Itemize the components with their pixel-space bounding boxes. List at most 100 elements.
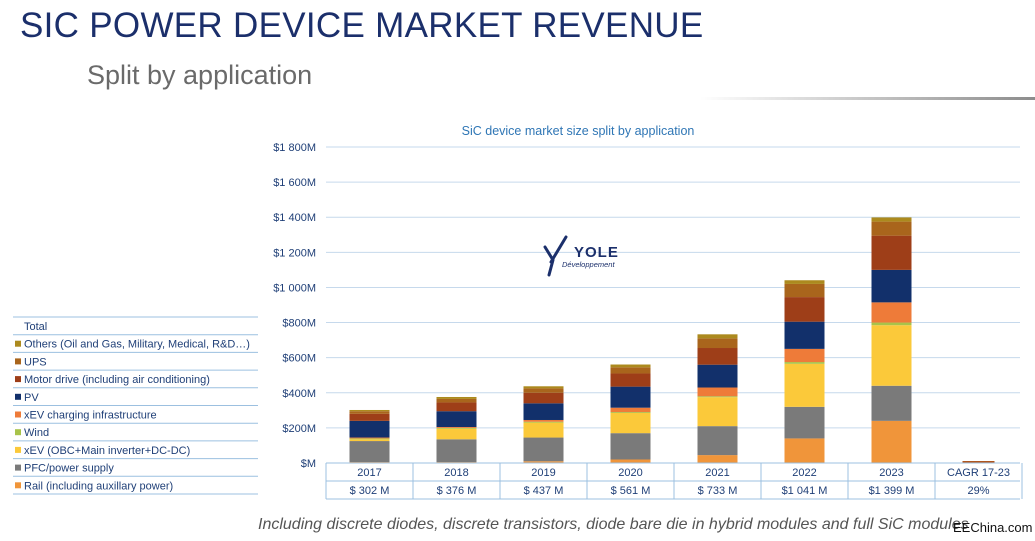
bar-segment — [523, 437, 564, 462]
bar-segment — [610, 373, 651, 387]
legend-item-label: Rail (including auxillary power) — [24, 480, 173, 492]
bar-segment — [871, 221, 912, 236]
yole-logo-name: YOLE — [574, 244, 619, 261]
y-tick-label: $200M — [282, 423, 316, 435]
y-tick-label: $1 600M — [273, 177, 316, 189]
x-category-label: 2021 — [705, 467, 729, 479]
watermark: EEChina.com — [953, 520, 1033, 535]
bar-segment — [349, 411, 390, 414]
bar-segment — [871, 235, 912, 270]
bar-segment — [349, 413, 390, 421]
x-category-label: 2022 — [792, 467, 816, 479]
y-tick-label: $1 200M — [273, 247, 316, 259]
bar-segment — [436, 411, 477, 428]
bar-segment — [436, 398, 477, 403]
y-tick-label: $1 800M — [273, 142, 316, 154]
bar-segment — [436, 427, 477, 428]
slide-subtitle: Split by application — [87, 60, 313, 90]
bar-segment — [523, 388, 564, 393]
y-tick-label: $600M — [282, 353, 316, 365]
legend-swatch — [15, 376, 21, 383]
bar-segment — [523, 421, 564, 423]
bar-segment — [784, 438, 825, 463]
total-value-label: 29% — [967, 485, 989, 497]
total-value-label: $1 041 M — [782, 485, 828, 497]
legend-item-label: PV — [24, 392, 39, 404]
bar-segment — [697, 397, 738, 427]
bar-segment — [436, 428, 477, 440]
total-value-label: $ 561 M — [611, 485, 651, 497]
bar-segment — [349, 437, 390, 439]
bar-segment — [349, 439, 390, 442]
bar-segment — [349, 441, 390, 463]
legend-item-label: Wind — [24, 427, 49, 439]
legend-item-label: xEV (OBC+Main inverter+DC-DC) — [24, 445, 190, 457]
chart-title: SiC device market size split by applicat… — [462, 124, 695, 138]
bar-segment — [697, 455, 738, 463]
bar-segment — [871, 302, 912, 323]
bar-segment — [610, 364, 651, 368]
x-category-label: CAGR 17-23 — [947, 467, 1010, 479]
total-value-label: $ 733 M — [698, 485, 738, 497]
bar-segment — [784, 321, 825, 349]
bar-segment — [871, 420, 912, 463]
bar-segment — [610, 412, 651, 413]
legend-item-label: Motor drive (including air conditioning) — [24, 374, 210, 386]
bar-segment — [871, 322, 912, 326]
bar-segment — [523, 403, 564, 420]
y-tick-label: $400M — [282, 388, 316, 400]
legend-swatch — [15, 393, 21, 400]
bar-segment — [610, 367, 651, 374]
legend-swatch — [15, 446, 21, 453]
bar-segment — [784, 280, 825, 284]
total-value-label: $1 399 M — [869, 485, 915, 497]
bar-segment — [871, 325, 912, 386]
y-tick-label: $1 400M — [273, 212, 316, 224]
bar-segment — [697, 426, 738, 456]
bar-segment — [784, 363, 825, 407]
legend-swatch — [15, 429, 21, 436]
x-category-label: 2017 — [357, 467, 381, 479]
bar-segment — [697, 348, 738, 365]
bar-segment — [436, 439, 477, 463]
x-category-label: 2018 — [444, 467, 468, 479]
bar-segment — [784, 362, 825, 364]
legend-item-label: xEV charging infrastructure — [24, 410, 157, 422]
bar-segment — [610, 433, 651, 460]
bar-segment — [610, 412, 651, 434]
yole-logo-tagline: Développement — [562, 260, 615, 269]
title-divider — [700, 97, 1035, 100]
legend-swatch — [15, 411, 21, 418]
bar-segment — [784, 283, 825, 298]
bar-segment — [349, 438, 390, 440]
x-category-label: 2023 — [879, 467, 903, 479]
bar-segment — [349, 420, 390, 438]
bar-segment — [697, 334, 738, 339]
bar-segment — [697, 387, 738, 397]
bar-segment — [610, 407, 651, 413]
bar-segment — [610, 459, 651, 463]
legend-item-label: UPS — [24, 356, 47, 368]
bar-segment — [523, 386, 564, 389]
bar-segment — [436, 427, 477, 429]
legend-swatch — [15, 482, 21, 489]
bar-segment — [436, 402, 477, 412]
total-value-label: $ 437 M — [524, 485, 564, 497]
total-value-label: $ 302 M — [350, 485, 390, 497]
bar-segment — [523, 392, 564, 404]
y-tick-label: $1 000M — [273, 282, 316, 294]
footnote: Including discrete diodes, discrete tran… — [258, 516, 969, 533]
bar-segment — [523, 419, 564, 422]
bar-segment — [697, 396, 738, 398]
yole-logo-mark — [543, 235, 568, 277]
y-tick-label: $M — [301, 458, 316, 470]
slide-title: SIC POWER DEVICE MARKET REVENUE — [20, 6, 704, 45]
bar-segment — [871, 269, 912, 303]
bar-segment — [697, 338, 738, 349]
bar-segment — [871, 217, 912, 222]
bar-segment — [784, 297, 825, 322]
bar-segment — [349, 409, 390, 412]
legend-swatch — [15, 358, 21, 365]
bar-segment — [436, 396, 477, 399]
bar-segment — [784, 348, 825, 363]
